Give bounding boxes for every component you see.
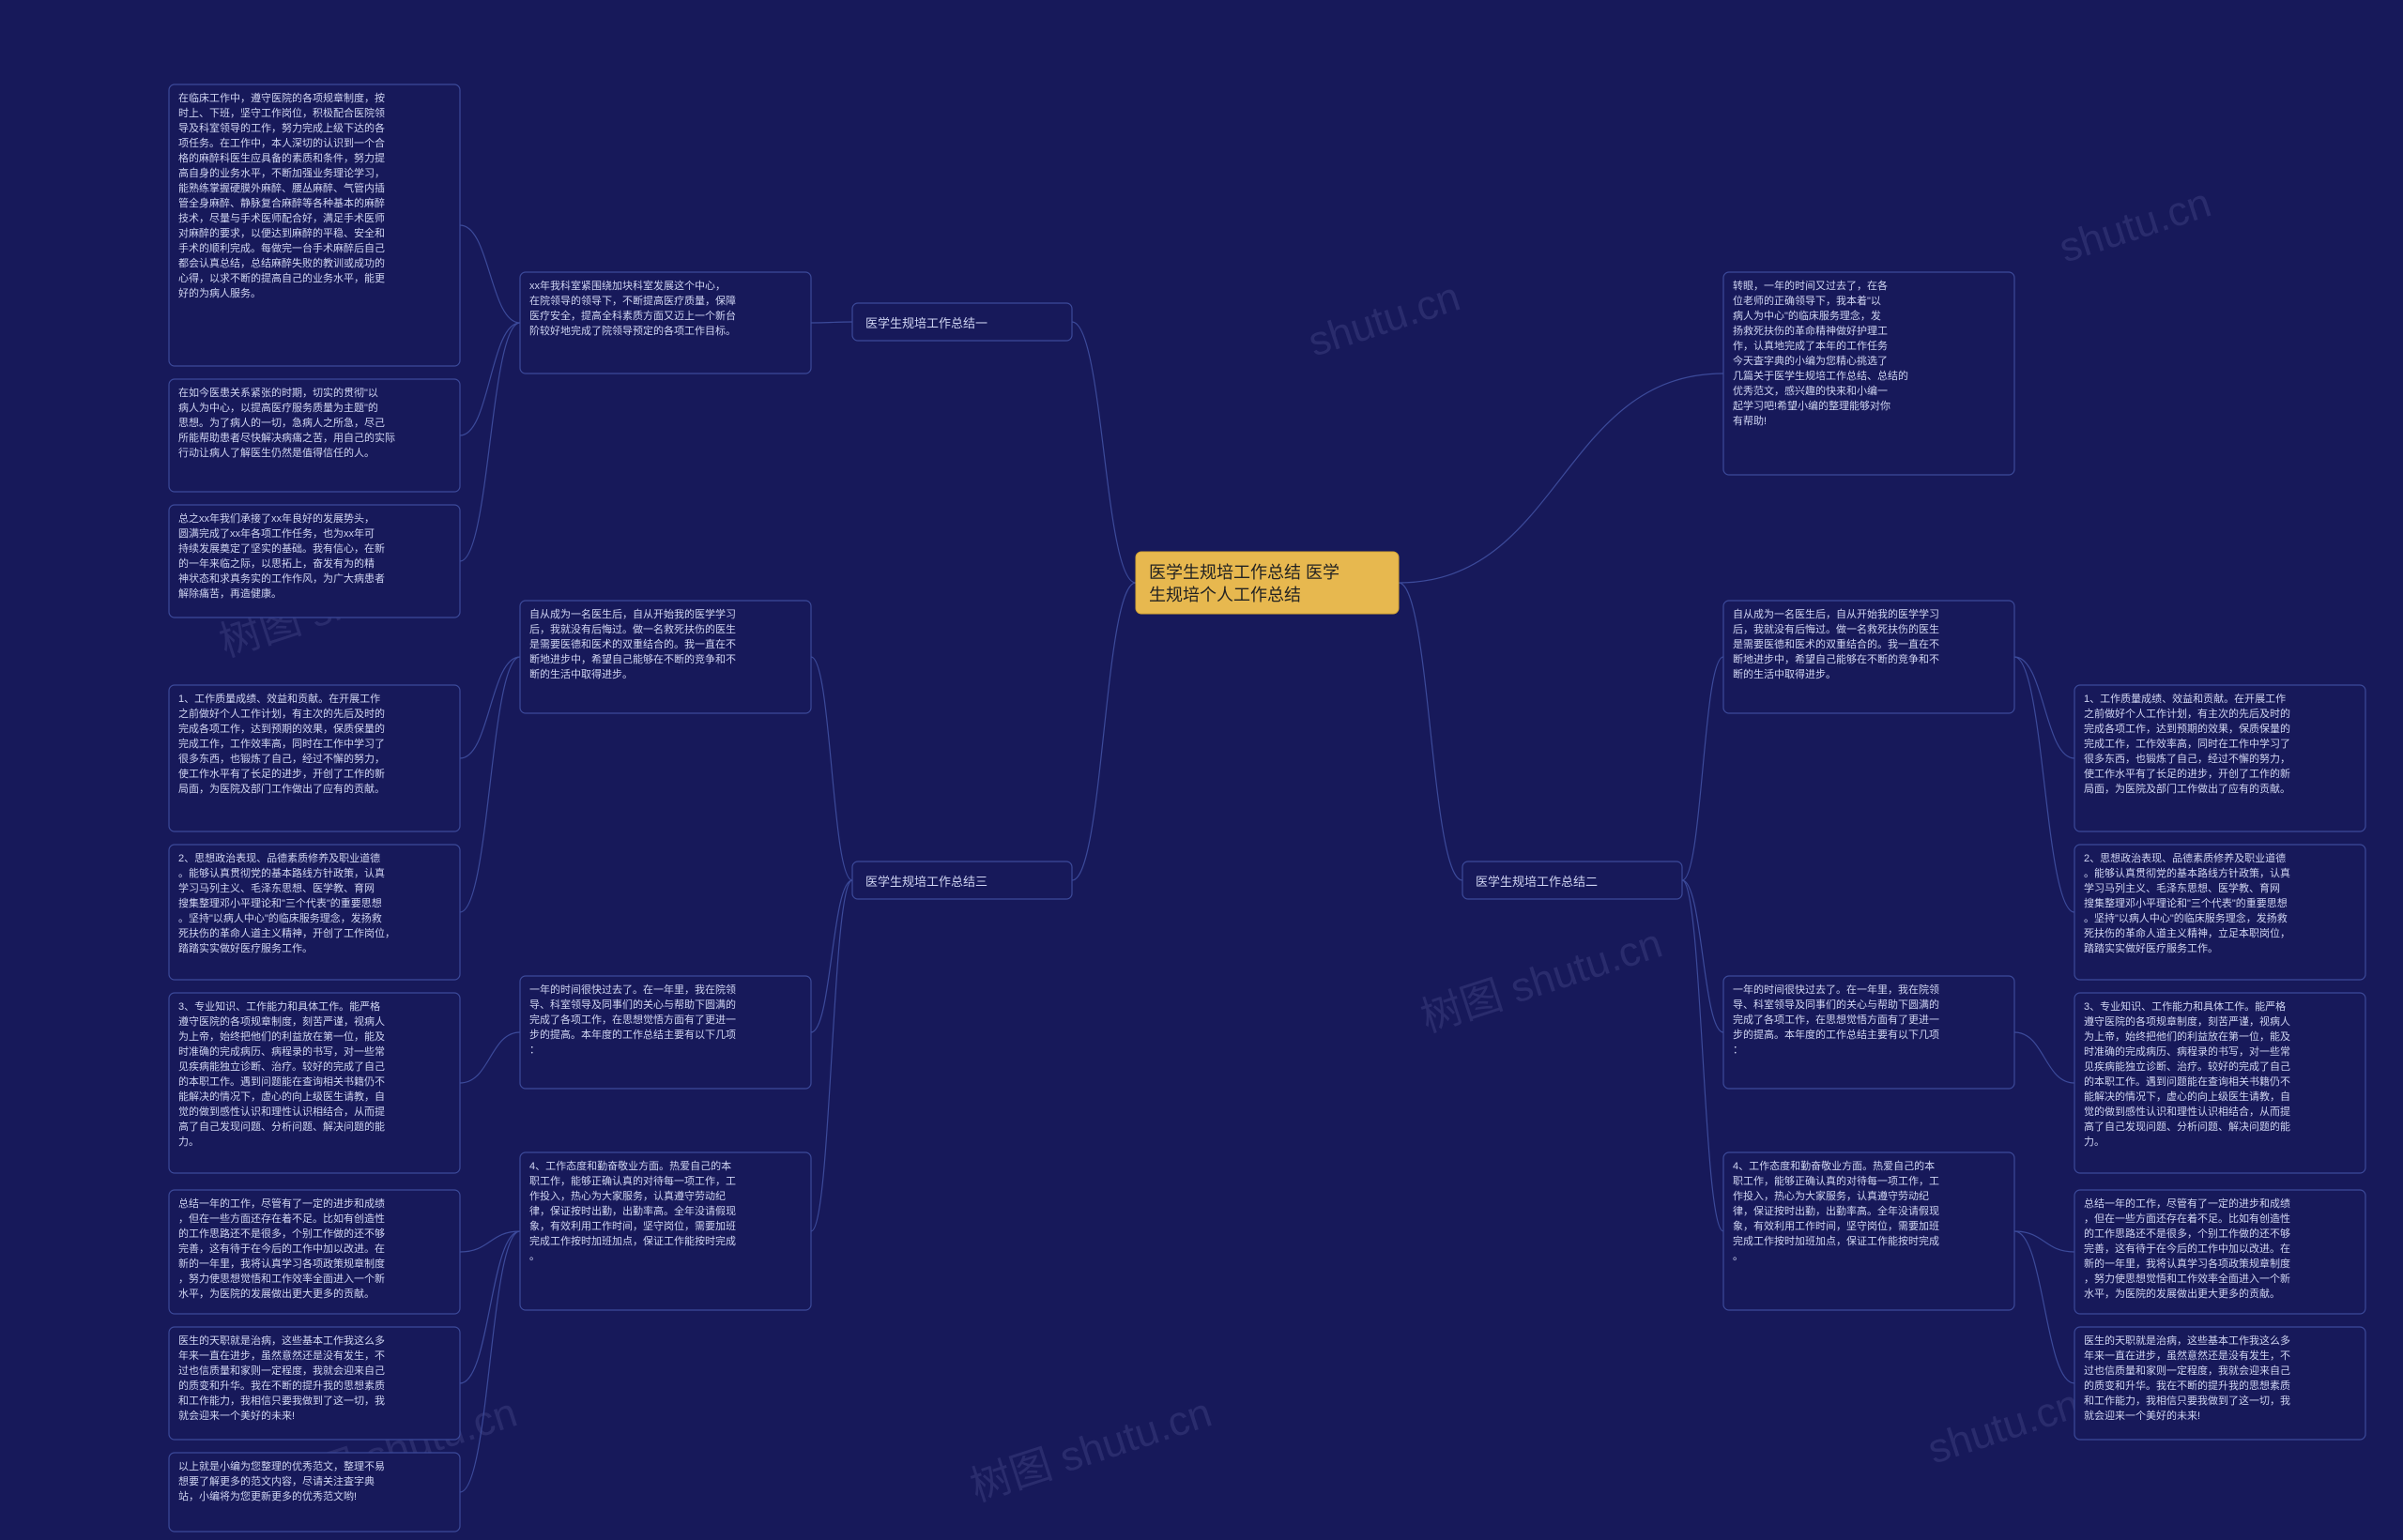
- connector: [1682, 880, 1723, 1032]
- leaf-R_s2a_2[interactable]: [2074, 845, 2365, 980]
- connector: [811, 880, 852, 1032]
- connector: [460, 225, 520, 323]
- branch-label-s1: 医学生规培工作总结一: [865, 316, 987, 330]
- watermark: 树图 shutu.cn: [1416, 921, 1668, 1042]
- branch-label-s2: 医学生规培工作总结二: [1476, 875, 1598, 889]
- connector: [811, 880, 852, 1231]
- branch-label-s3: 医学生规培工作总结三: [865, 875, 987, 889]
- connector: [1682, 880, 1723, 1231]
- connector: [1072, 322, 1136, 583]
- leaf-text-L_s3c_3: 以上就是小编为您整理的优秀范文，整理不易想要了解更多的范文内容，尽请关注査字典站…: [178, 1459, 385, 1502]
- connector: [811, 657, 852, 880]
- watermark: shutu.cn: [2054, 180, 2216, 272]
- connector: [2014, 657, 2074, 758]
- leaf-L_s3a_2[interactable]: [169, 845, 460, 980]
- connector: [2014, 1032, 2074, 1083]
- connector: [2014, 657, 2074, 912]
- connector: [1399, 583, 1462, 880]
- connector: [460, 1231, 520, 1492]
- connector: [460, 657, 520, 912]
- connector: [2014, 1231, 2074, 1383]
- leaf-text-L_s1a_2: 在如今医患关系紧张的时期，切实的贯彻"以病人为中心，以提高医疗服务质量为主题"的…: [178, 386, 395, 459]
- connector: [460, 657, 520, 758]
- connector: [1399, 374, 1723, 583]
- watermark: shutu.cn: [1922, 1381, 2085, 1473]
- connector: [1072, 583, 1136, 880]
- connector: [811, 322, 852, 323]
- mindmap-canvas: 树图 shutu.cn shutu.cn shutu.cn shutu.cn 树图 sh…: [0, 0, 2403, 1540]
- connector: [1682, 657, 1723, 880]
- watermark: shutu.cn: [1303, 274, 1465, 366]
- connector: [460, 323, 520, 435]
- watermark: 树图 shutu.cn: [965, 1390, 1217, 1511]
- connector: [2014, 1231, 2074, 1252]
- root-node[interactable]: [1136, 552, 1399, 614]
- connector: [460, 323, 520, 561]
- connector: [460, 1032, 520, 1083]
